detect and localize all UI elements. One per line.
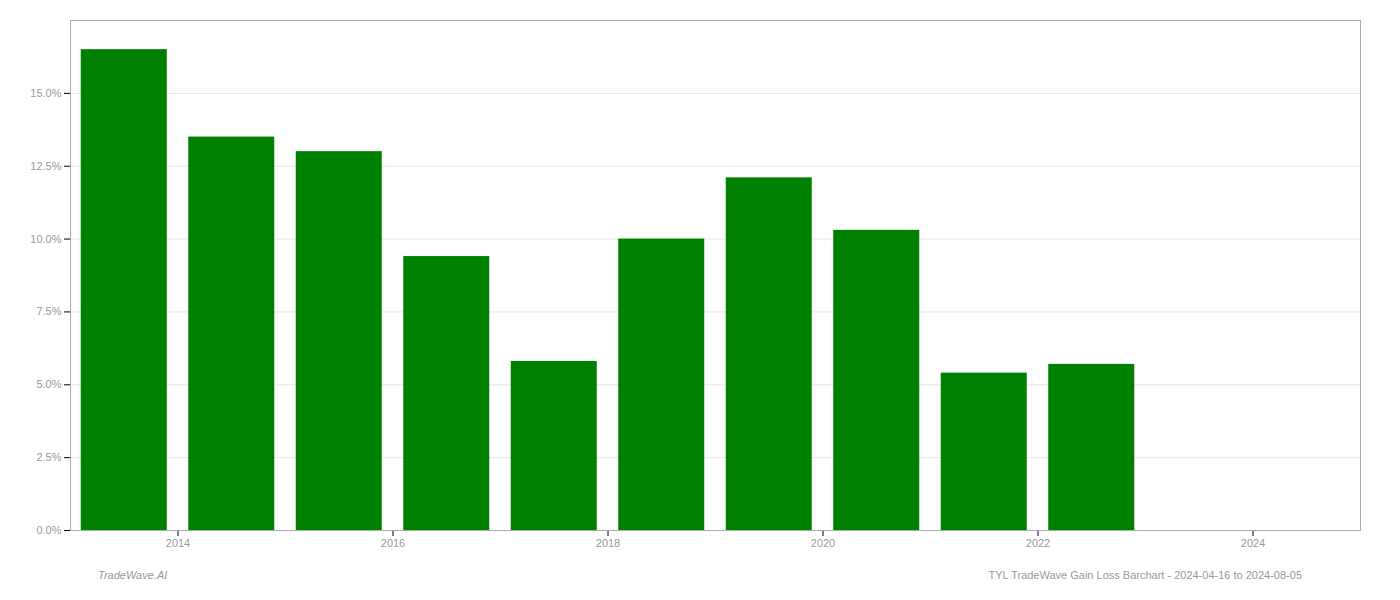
svg-text:15.0%: 15.0% <box>30 87 61 99</box>
svg-text:2014: 2014 <box>166 537 190 549</box>
svg-text:12.5%: 12.5% <box>30 160 61 172</box>
svg-text:10.0%: 10.0% <box>30 233 61 245</box>
svg-text:7.5%: 7.5% <box>36 305 61 317</box>
html-text:TYL TradeWave Gain Loss Barcha: TYL TradeWave Gain Loss Barchart - 2024-… <box>988 569 1302 581</box>
svg-text:2020: 2020 <box>811 537 835 549</box>
svg-text:2024: 2024 <box>1241 537 1265 549</box>
svg-text:2018: 2018 <box>596 537 620 549</box>
svg-text:2.5%: 2.5% <box>36 451 61 463</box>
svg-text:2022: 2022 <box>1026 537 1050 549</box>
svg-text:2016: 2016 <box>381 537 405 549</box>
html-text:TradeWave.AI: TradeWave.AI <box>98 569 168 581</box>
svg-text:0.0%: 0.0% <box>36 524 61 536</box>
svg-text:5.0%: 5.0% <box>36 378 61 390</box>
